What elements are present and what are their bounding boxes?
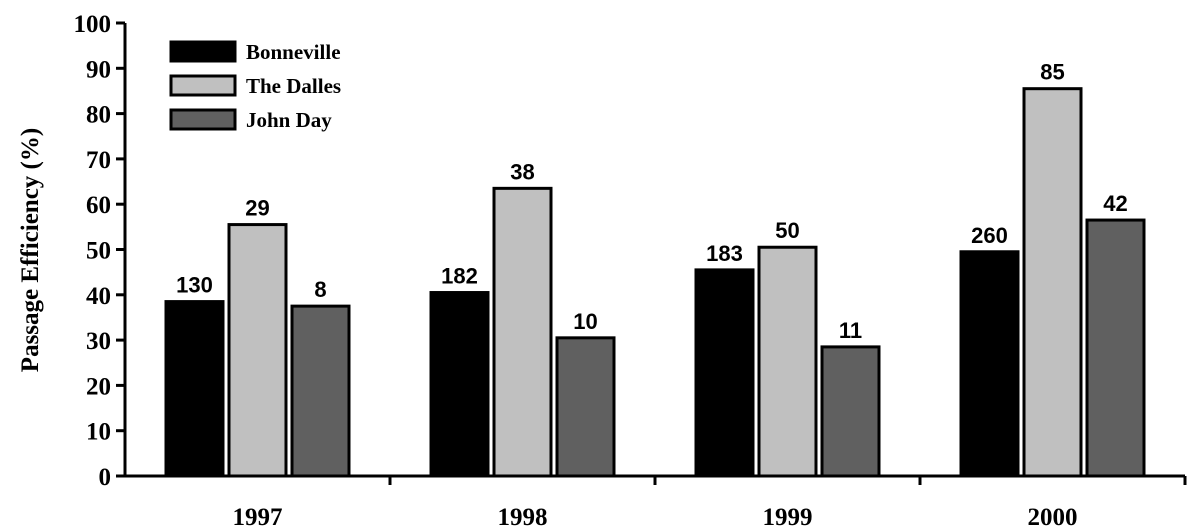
bar-bonneville bbox=[429, 291, 490, 478]
bar-john-day bbox=[290, 304, 351, 478]
bar-data-label: 8 bbox=[314, 277, 326, 302]
legend-label: The Dalles bbox=[246, 74, 341, 98]
bar-data-label: 42 bbox=[1103, 191, 1127, 216]
bar-data-label: 130 bbox=[176, 273, 213, 298]
bar-data-label: 85 bbox=[1040, 60, 1064, 85]
legend-swatch bbox=[169, 108, 237, 131]
legend-label: John Day bbox=[246, 108, 332, 132]
y-tick-label: 10 bbox=[86, 419, 111, 446]
y-tick-label: 90 bbox=[86, 56, 111, 83]
bar-data-label: 260 bbox=[971, 223, 1008, 248]
x-tick-label: 1997 bbox=[233, 504, 283, 529]
bar-data-label: 11 bbox=[839, 318, 862, 343]
bar-the-dalles bbox=[757, 245, 818, 478]
bar-john-day bbox=[555, 336, 616, 478]
bar-data-label: 183 bbox=[706, 241, 743, 266]
x-tick-label: 2000 bbox=[1028, 504, 1078, 529]
bar-data-label: 182 bbox=[441, 264, 478, 289]
y-tick-label: 30 bbox=[86, 328, 111, 355]
y-tick-label: 40 bbox=[86, 283, 111, 310]
bar-john-day bbox=[1085, 218, 1146, 478]
bar-data-label: 38 bbox=[510, 159, 534, 184]
y-tick-label: 0 bbox=[99, 464, 112, 491]
y-tick-label: 70 bbox=[86, 147, 111, 174]
legend-swatch bbox=[169, 74, 237, 97]
y-tick-label: 50 bbox=[86, 238, 111, 265]
legend-label: Bonneville bbox=[246, 40, 341, 64]
y-tick-label: 60 bbox=[86, 192, 111, 219]
x-tick-label: 1999 bbox=[763, 504, 813, 529]
bar-data-label: 50 bbox=[775, 218, 799, 243]
bar-data-label: 29 bbox=[245, 196, 269, 221]
y-tick-label: 80 bbox=[86, 102, 111, 129]
bar-data-label: 10 bbox=[573, 309, 597, 334]
x-tick-label: 1998 bbox=[498, 504, 548, 529]
bar-bonneville bbox=[959, 250, 1020, 478]
y-tick-label: 100 bbox=[74, 11, 112, 38]
legend-swatch bbox=[169, 40, 237, 63]
bar-the-dalles bbox=[1022, 87, 1083, 478]
bar-the-dalles bbox=[492, 186, 553, 478]
bar-the-dalles bbox=[227, 223, 288, 478]
bar-bonneville bbox=[694, 268, 755, 478]
y-tick-label: 20 bbox=[86, 373, 111, 400]
bar-john-day bbox=[820, 345, 881, 478]
y-axis-title: Passage Efficiency (%) bbox=[17, 128, 44, 372]
bar-bonneville bbox=[164, 300, 225, 478]
